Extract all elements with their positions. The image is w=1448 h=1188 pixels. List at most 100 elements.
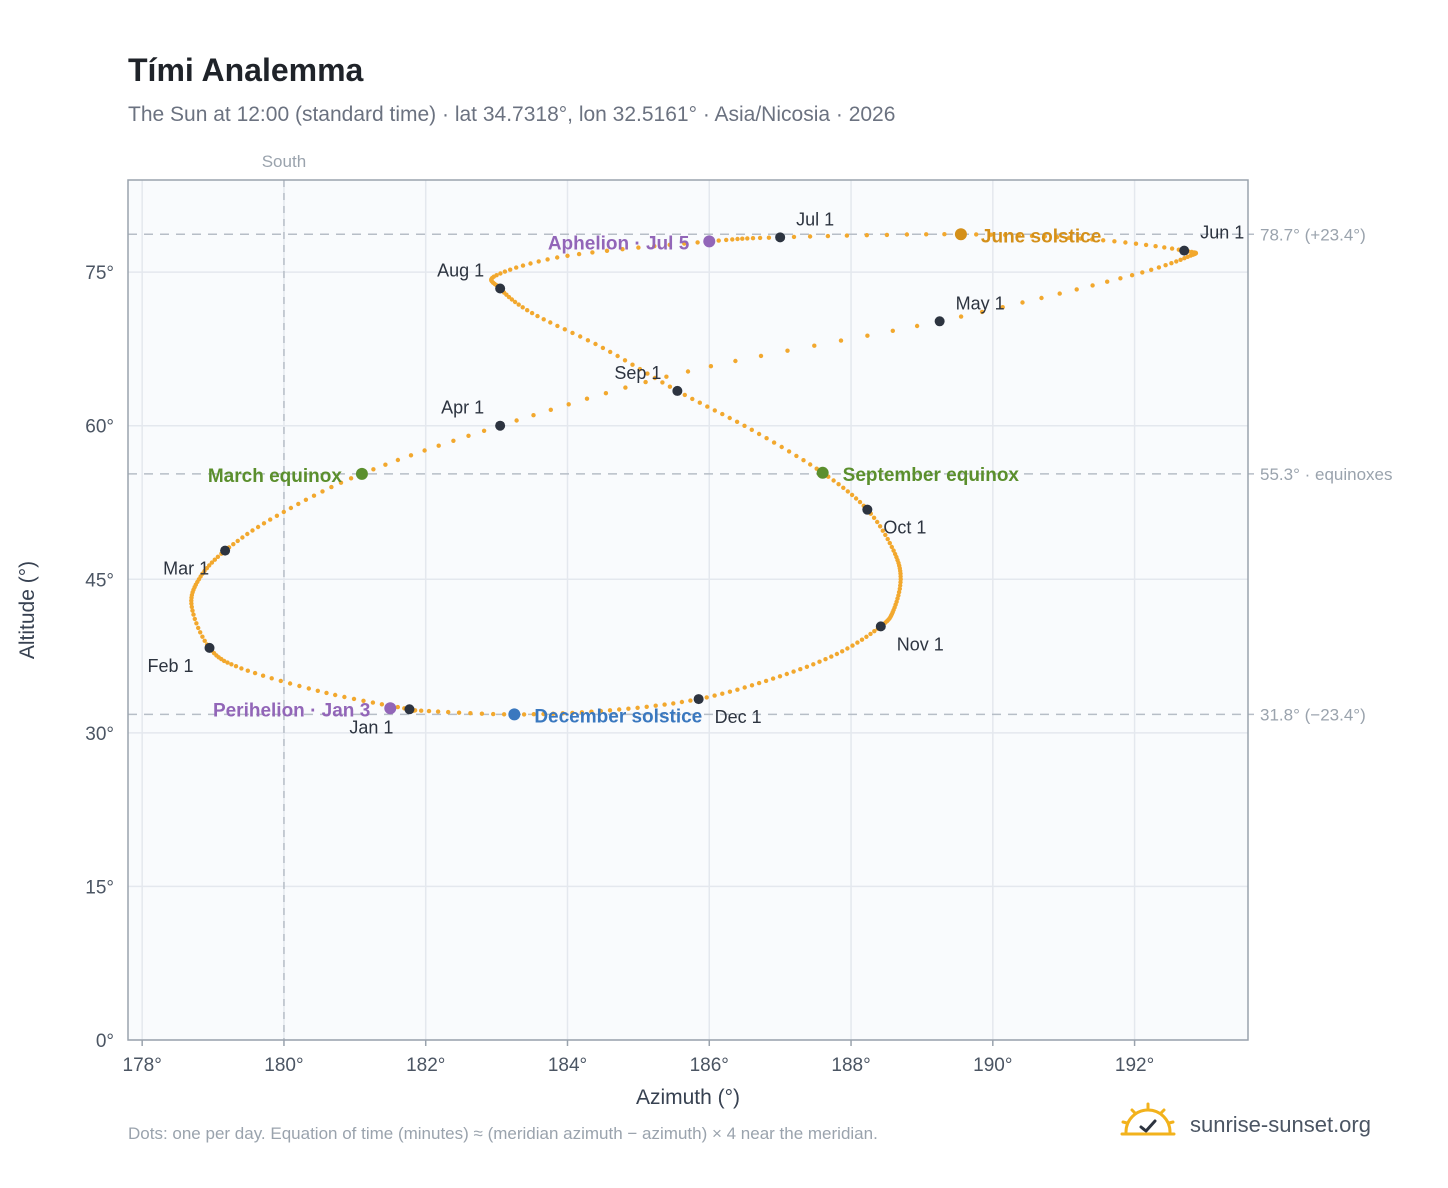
month-marker (875, 621, 886, 632)
day-dot (566, 402, 571, 407)
day-dot (720, 691, 725, 696)
day-dot (1057, 291, 1062, 296)
y-tick-label: 0° (96, 1031, 114, 1052)
month-marker (404, 704, 415, 715)
day-dot (565, 253, 570, 258)
day-dot (745, 236, 750, 241)
day-dot (623, 385, 628, 390)
day-dot (501, 712, 507, 717)
day-dot (191, 612, 196, 617)
day-dot (466, 433, 471, 438)
day-dot (514, 418, 519, 423)
month-marker (495, 420, 506, 431)
day-dot (215, 554, 221, 559)
event-label: Aphelion · Jul 5 (548, 233, 690, 254)
day-dot (682, 241, 687, 246)
day-dot (311, 493, 317, 498)
day-dot (784, 671, 789, 677)
day-dot (872, 629, 877, 634)
day-dot (361, 698, 366, 703)
day-dot (235, 538, 240, 544)
day-dot (857, 499, 863, 505)
day-dot (579, 710, 585, 715)
day-dot (598, 708, 603, 714)
day-dot (871, 515, 877, 520)
day-dot (804, 664, 810, 669)
day-dot (836, 482, 841, 487)
day-dot (808, 462, 813, 467)
day-dot (1178, 257, 1183, 262)
day-dot (239, 666, 244, 671)
day-dot (603, 391, 609, 396)
day-dot (756, 680, 762, 686)
day-dot (536, 259, 541, 264)
day-dot (268, 517, 273, 522)
day-dot (704, 695, 709, 700)
day-dot (757, 235, 763, 241)
day-dot (791, 234, 797, 240)
y-axis-label: Altitude (°) (16, 561, 39, 659)
day-dot (584, 396, 590, 401)
day-dot (653, 703, 658, 708)
month-label: Apr 1 (441, 398, 484, 418)
brand-logo[interactable]: sunrise-sunset.org (1120, 1102, 1420, 1146)
day-dot (296, 501, 301, 507)
month-marker (220, 545, 231, 556)
event-marker (384, 702, 397, 715)
day-dot (763, 678, 769, 684)
day-dot (351, 696, 357, 702)
day-dot (535, 313, 540, 319)
day-dot (506, 294, 512, 300)
day-dot (622, 358, 628, 363)
day-dot (766, 235, 772, 240)
month-marker (862, 504, 873, 515)
day-dot (1143, 242, 1149, 248)
day-dot (849, 492, 855, 498)
axes: 178° 180° 182° 184° 186° 188° 190° 192° 0° 15° 30°… (85, 152, 1392, 1076)
month-marker (204, 642, 215, 653)
day-dot (716, 238, 721, 243)
day-dot (209, 560, 215, 565)
day-dot (865, 333, 870, 338)
month-label: May 1 (956, 293, 1005, 313)
day-dot (395, 704, 400, 710)
day-dot (750, 236, 756, 241)
day-dot (887, 540, 892, 546)
y-tick-label: 15° (85, 877, 114, 898)
day-dot (541, 317, 546, 322)
day-dot (811, 662, 816, 667)
day-dot (194, 621, 199, 626)
day-dot (1074, 287, 1079, 292)
day-dot (850, 643, 855, 648)
day-dot (974, 232, 979, 237)
day-dot (590, 250, 595, 255)
day-dot (207, 563, 212, 568)
day-dot (645, 371, 650, 376)
day-dot (371, 467, 376, 472)
day-dot (823, 657, 828, 662)
day-dot (252, 670, 258, 676)
day-dot (491, 711, 496, 717)
month-marker (495, 283, 506, 294)
day-dot (829, 654, 834, 659)
day-dot (516, 302, 521, 307)
day-dot (841, 485, 846, 490)
event-label: March equinox (208, 466, 343, 487)
month-label: Feb 1 (147, 656, 193, 676)
month-label: Oct 1 (883, 518, 926, 538)
reference-label: 55.3° · equinoxes (1260, 465, 1393, 484)
month-label: Sep 1 (614, 363, 661, 383)
day-dot (845, 489, 850, 494)
day-dot (898, 583, 903, 588)
brand-name: sunrise-sunset.org (1190, 1112, 1371, 1137)
day-dot (652, 375, 658, 381)
day-dot (671, 701, 676, 706)
day-dot (395, 457, 401, 463)
day-dot (695, 240, 700, 245)
day-dot (560, 711, 565, 716)
day-dot (770, 676, 776, 681)
day-dot (883, 532, 888, 538)
month-marker (934, 316, 945, 327)
x-tick-label: 188° (831, 1055, 870, 1076)
month-marker (693, 694, 704, 705)
